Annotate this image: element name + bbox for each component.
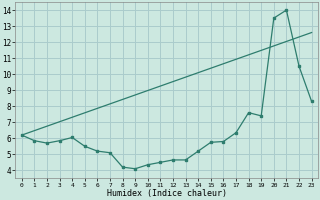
X-axis label: Humidex (Indice chaleur): Humidex (Indice chaleur) [107,189,227,198]
